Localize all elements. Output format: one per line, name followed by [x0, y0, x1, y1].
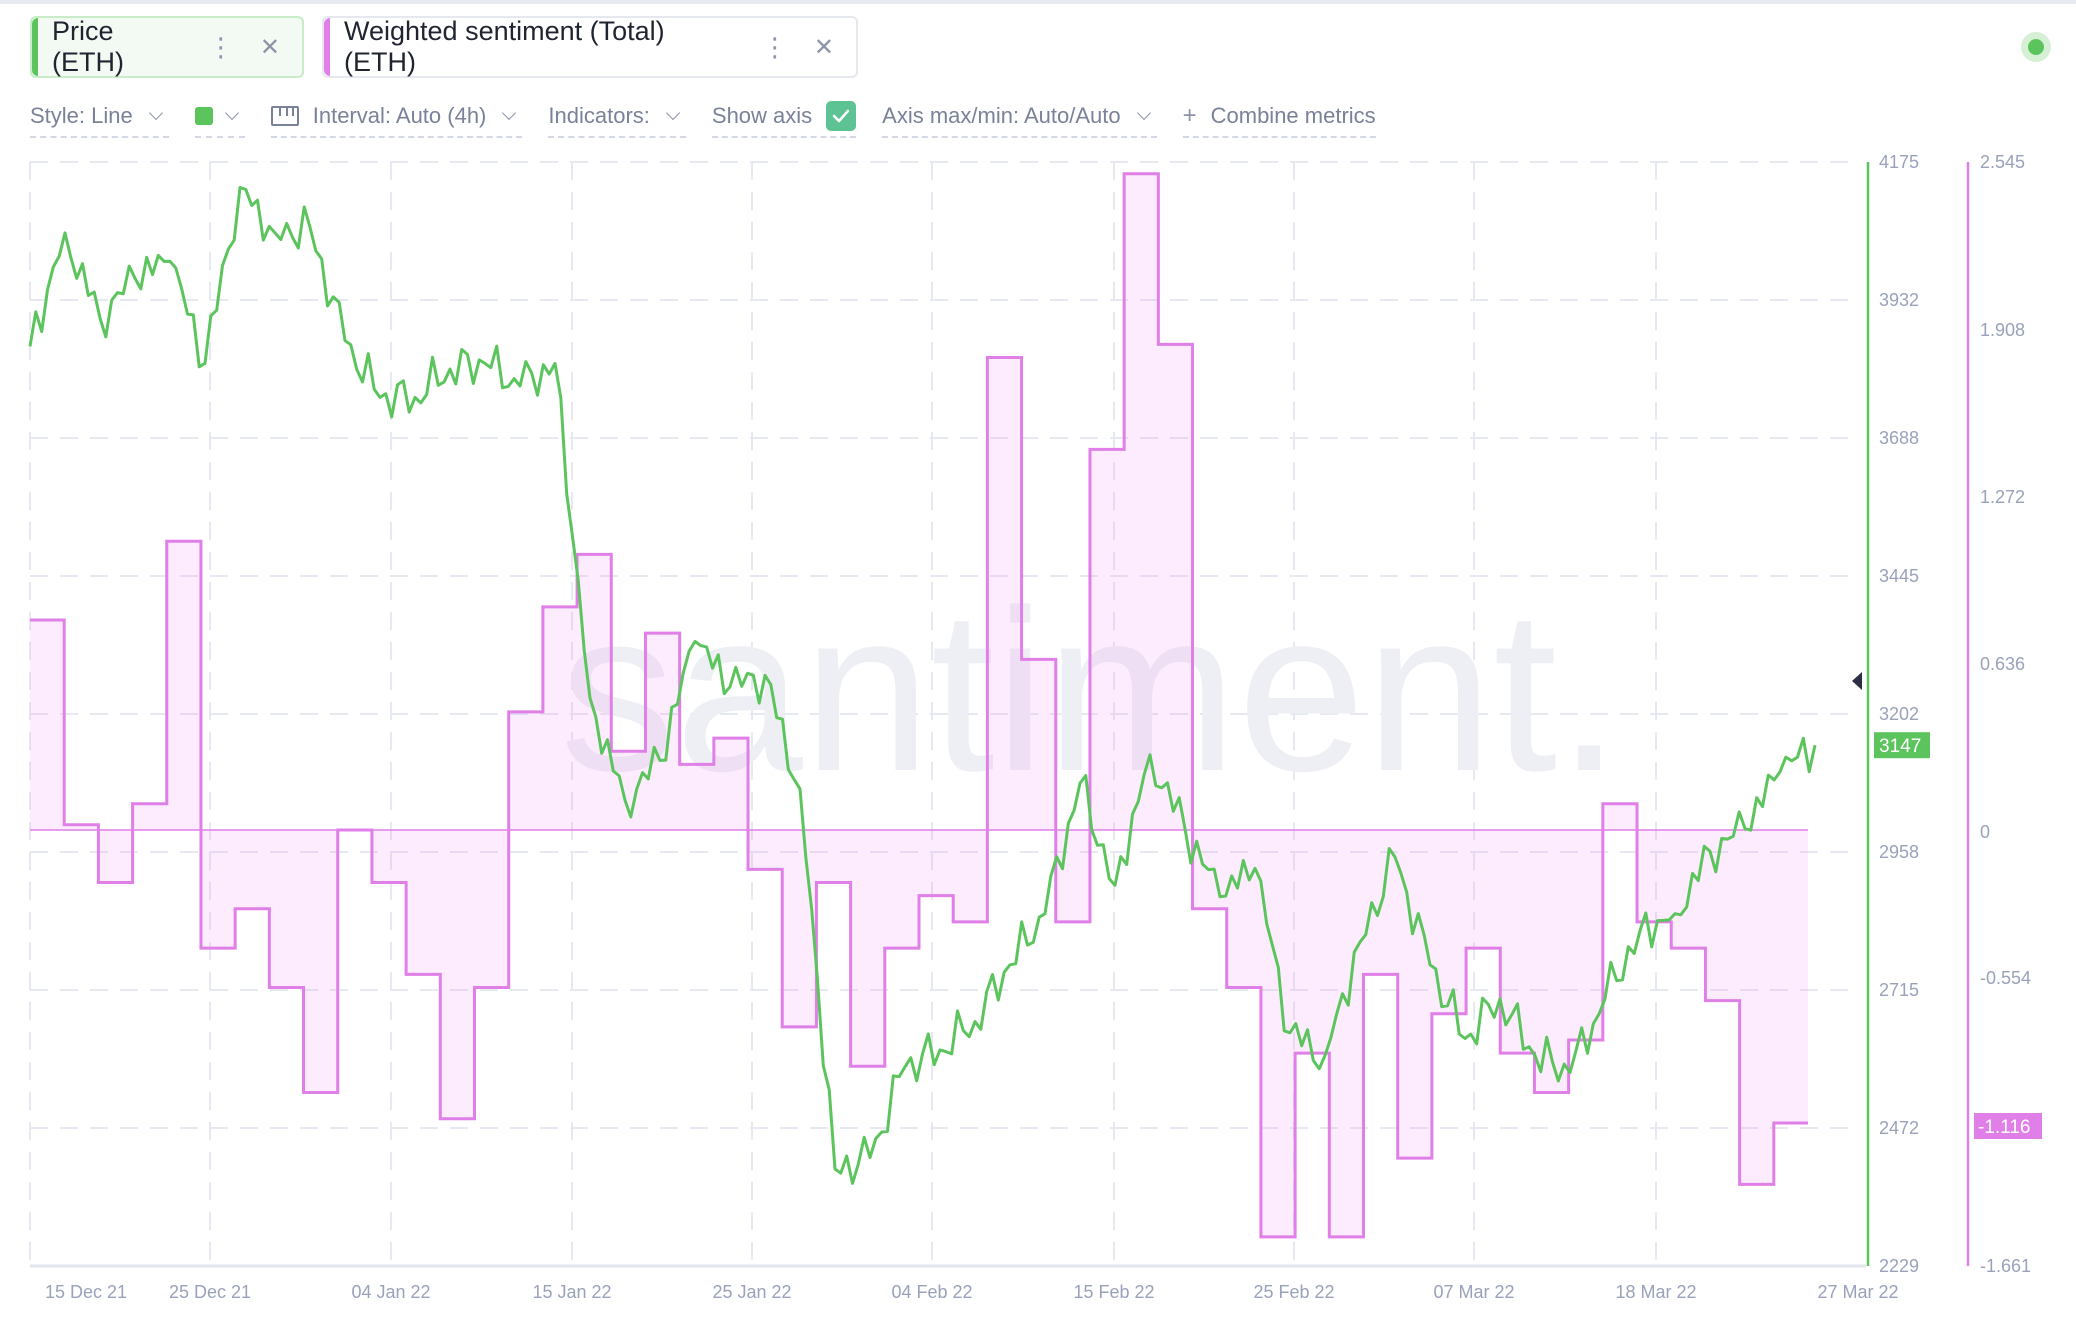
- indicators-dropdown[interactable]: Indicators:: [548, 98, 686, 138]
- price-axis-tick: 2958: [1879, 842, 1919, 862]
- metric-color-bar: [324, 18, 330, 76]
- calendar-ruler-icon: [270, 106, 299, 126]
- plus-icon: +: [1182, 102, 1197, 129]
- metric-tab-label: Weighted sentiment (Total) (ETH): [344, 16, 665, 77]
- price-axis-tick: 3445: [1879, 566, 1919, 586]
- sentiment-axis-tick: -0.554: [1980, 968, 2031, 988]
- checkbox-checked-icon[interactable]: [826, 101, 857, 131]
- axis-range-label: Axis max/min: Auto/Auto: [882, 103, 1121, 128]
- combine-metrics-button[interactable]: + Combine metrics: [1182, 98, 1376, 138]
- sentiment-current-badge: [1974, 1113, 2042, 1139]
- date-axis-tick: 15 Feb 22: [1073, 1282, 1154, 1302]
- date-axis-tick: 25 Dec 21: [169, 1282, 251, 1302]
- show-axis-toggle[interactable]: Show axis: [711, 98, 857, 138]
- date-axis-tick: 04 Feb 22: [891, 1282, 972, 1302]
- sentiment-axis-tick: 2.545: [1980, 152, 2025, 172]
- interval-label: Interval: Auto (4h): [312, 103, 487, 128]
- style-dropdown[interactable]: Style: Line: [30, 98, 169, 138]
- chart-toolbar: Style: Line Interval: Auto (4h) Indicato…: [30, 98, 1402, 138]
- svg-text:-1.116: -1.116: [1978, 1117, 2030, 1138]
- close-icon[interactable]: ✕: [259, 33, 280, 61]
- price-current-badge: [1874, 732, 1930, 759]
- date-axis-tick: 15 Dec 21: [45, 1282, 127, 1302]
- sentiment-axis-tick: 1.272: [1980, 487, 2025, 507]
- status-indicator-icon: [2021, 32, 2051, 62]
- interval-dropdown[interactable]: Interval: Auto (4h): [270, 98, 523, 138]
- vertical-dots-icon[interactable]: ⋮: [207, 32, 234, 62]
- sentiment-axis-tick: 0: [1980, 822, 1990, 842]
- sentiment-axis-tick: -1.661: [1980, 1256, 2031, 1276]
- date-axis-tick: 25 Feb 22: [1253, 1282, 1334, 1302]
- sentiment-axis-tick: 0.636: [1980, 654, 2025, 674]
- axis-range-dropdown[interactable]: Axis max/min: Auto/Auto: [882, 98, 1157, 138]
- indicators-label: Indicators:: [548, 103, 650, 128]
- price-axis-tick: 2229: [1879, 1256, 1919, 1276]
- metric-color-bar: [32, 18, 38, 76]
- metric-tab-sentiment[interactable]: Weighted sentiment (Total) (ETH) ⋮ ✕: [322, 16, 858, 78]
- combine-metrics-label: Combine metrics: [1210, 103, 1376, 128]
- vertical-dots-icon[interactable]: ⋮: [761, 32, 788, 62]
- price-axis-tick: 3202: [1879, 704, 1919, 724]
- price-axis-tick: 2715: [1879, 980, 1919, 1000]
- sentiment-axis-tick: 1.908: [1980, 320, 2025, 340]
- style-label: Style: Line: [30, 103, 133, 128]
- axis-cursor-marker-icon[interactable]: [1852, 672, 1862, 690]
- sentiment-series: [30, 172, 1808, 1239]
- chart-grid: [29, 161, 1866, 1268]
- date-axis-tick: 04 Jan 22: [351, 1282, 430, 1302]
- top-divider: [0, 0, 2076, 4]
- metric-tab-label: Price (ETH): [52, 16, 124, 77]
- metric-tab-price[interactable]: Price (ETH) ⋮ ✕: [30, 16, 304, 78]
- date-axis-tick: 15 Jan 22: [532, 1282, 611, 1302]
- price-axis-tick: 4175: [1879, 152, 1919, 172]
- price-axis-tick: 3932: [1879, 290, 1919, 310]
- date-axis-tick: 18 Mar 22: [1615, 1282, 1696, 1302]
- color-dropdown[interactable]: [194, 98, 245, 138]
- date-axis-tick: 25 Jan 22: [712, 1282, 791, 1302]
- show-axis-label: Show axis: [711, 103, 813, 128]
- price-axis-tick: 2472: [1879, 1118, 1919, 1138]
- svg-text:3147: 3147: [1879, 736, 1921, 757]
- color-swatch: [194, 107, 213, 125]
- date-axis-tick: 07 Mar 22: [1433, 1282, 1514, 1302]
- chart-axes: 4175 3932 3688 3445 3202 2958 2715 2472 2229 15 D…: [45, 152, 2042, 1302]
- date-axis-tick: 27 Mar 22: [1817, 1282, 1898, 1302]
- price-axis-tick: 3688: [1879, 428, 1919, 448]
- close-icon[interactable]: ✕: [813, 33, 834, 61]
- price-series: [28, 186, 1817, 1185]
